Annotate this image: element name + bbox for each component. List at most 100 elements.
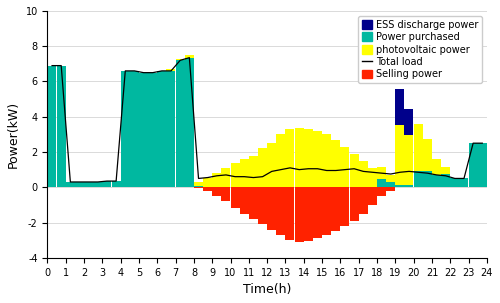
Bar [84, 182, 93, 187]
Bar [396, 89, 404, 125]
Total load [351, 167, 357, 171]
Bar [294, 128, 304, 187]
Total load [150, 71, 156, 75]
Bar [404, 109, 413, 135]
Bar [194, 186, 203, 187]
Bar [441, 167, 450, 174]
Bar [75, 182, 84, 187]
Bar [158, 71, 166, 187]
Total load [232, 175, 238, 178]
Bar [185, 58, 194, 187]
Bar [340, 147, 349, 187]
Bar [478, 143, 486, 187]
Total load [196, 177, 202, 180]
Total load [434, 173, 440, 177]
Bar [66, 182, 75, 187]
Bar [350, 187, 358, 221]
Total load [268, 170, 274, 173]
Bar [423, 171, 432, 187]
Bar [322, 187, 331, 235]
Bar [286, 129, 294, 187]
Bar [166, 71, 175, 187]
Bar [276, 134, 285, 187]
Total load [250, 176, 256, 179]
Total load [168, 69, 174, 73]
Bar [249, 155, 258, 187]
Bar [176, 58, 184, 60]
Total load [406, 170, 412, 173]
Bar [377, 187, 386, 196]
Total load [306, 167, 312, 171]
Bar [450, 178, 459, 187]
Bar [267, 143, 276, 187]
Bar [249, 187, 258, 219]
Total load [86, 180, 91, 184]
Bar [313, 187, 322, 238]
Total load [470, 142, 476, 145]
Bar [331, 187, 340, 231]
Bar [286, 187, 294, 240]
Total load [122, 69, 128, 73]
Total load [140, 71, 146, 75]
Bar [222, 168, 230, 187]
Bar [377, 167, 386, 179]
Total load [214, 174, 220, 178]
Line: Total load: Total load [52, 58, 482, 182]
Total load [260, 175, 266, 178]
Bar [120, 71, 130, 187]
Total load [480, 142, 486, 145]
Bar [194, 187, 203, 188]
Total load [49, 64, 55, 68]
Bar [404, 185, 413, 187]
Y-axis label: Power(kW): Power(kW) [7, 101, 20, 168]
Total load [314, 167, 320, 171]
Total load [186, 56, 192, 59]
Total load [378, 171, 384, 175]
Bar [240, 159, 248, 187]
Total load [58, 64, 64, 68]
Bar [230, 163, 239, 187]
Bar [313, 131, 322, 187]
Bar [368, 168, 377, 187]
Bar [468, 143, 477, 187]
Bar [93, 182, 102, 187]
Bar [404, 135, 413, 185]
Bar [432, 159, 441, 175]
Bar [212, 187, 221, 196]
Total load [461, 177, 467, 180]
Total load [223, 173, 229, 177]
Bar [423, 139, 432, 171]
Bar [212, 173, 221, 187]
Bar [432, 175, 441, 187]
Total load [442, 174, 448, 178]
Total load [333, 169, 339, 172]
Bar [386, 182, 395, 187]
Bar [185, 55, 194, 58]
Total load [95, 180, 101, 184]
Bar [148, 73, 157, 187]
Bar [176, 60, 184, 187]
Bar [340, 187, 349, 226]
Bar [377, 179, 386, 187]
Bar [358, 161, 368, 187]
Bar [396, 185, 404, 187]
Total load [424, 171, 430, 175]
Total load [204, 176, 210, 179]
Total load [104, 179, 110, 183]
Bar [166, 69, 175, 71]
Bar [139, 73, 148, 187]
Bar [322, 134, 331, 187]
Bar [203, 178, 212, 187]
Bar [386, 187, 395, 191]
Bar [48, 66, 56, 187]
Bar [102, 181, 112, 187]
Bar [368, 187, 377, 205]
Bar [230, 187, 239, 208]
Total load [132, 69, 138, 73]
Bar [222, 187, 230, 201]
Bar [358, 187, 368, 214]
Total load [388, 172, 394, 176]
Total load [397, 171, 403, 174]
Total load [296, 168, 302, 171]
Total load [76, 180, 82, 184]
